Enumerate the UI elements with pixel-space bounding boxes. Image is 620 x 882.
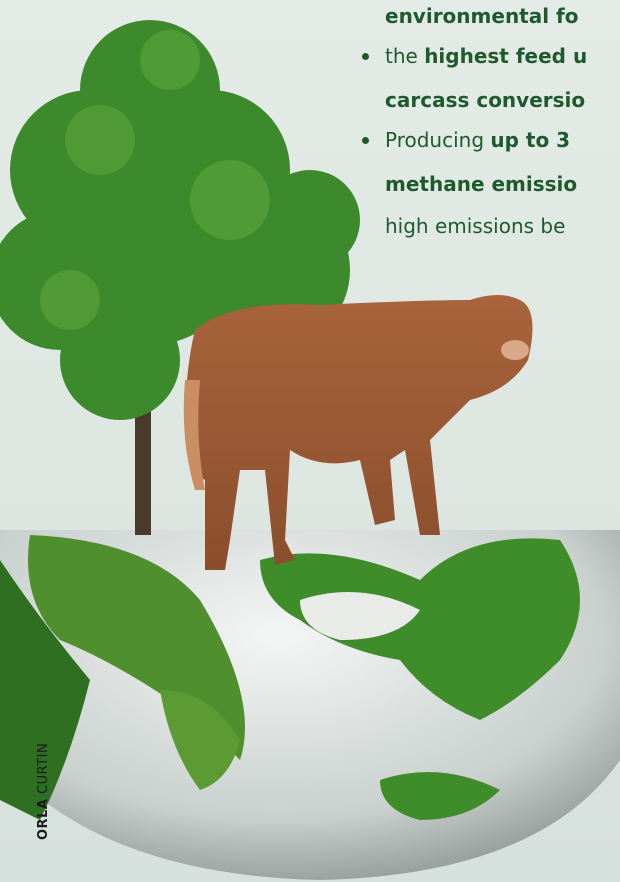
bullet xyxy=(362,53,369,60)
credit-segment: CURTIN xyxy=(36,743,51,799)
text-segment: environmental fo xyxy=(385,4,579,28)
text-segment: carcass conversio xyxy=(385,88,585,112)
text-segment: high emissions be xyxy=(385,214,565,238)
text-segment: highest feed u xyxy=(424,44,587,68)
text-line: environmental fo xyxy=(385,4,579,28)
text-line: high emissions be xyxy=(385,214,565,238)
text-line: Producing up to 3 xyxy=(385,128,570,152)
cow xyxy=(184,295,533,570)
text-line: the highest feed u xyxy=(385,44,587,68)
text-segment: Producing xyxy=(385,128,490,152)
photo-credit: ORLA CURTIN xyxy=(36,743,51,840)
text-segment: up to 3 xyxy=(490,128,570,152)
text-segment: the xyxy=(385,44,424,68)
text-segment: methane emissio xyxy=(385,172,577,196)
article-text: environmental fo the highest feed u carcas… xyxy=(0,0,620,300)
page: environmental fo the highest feed u carcas… xyxy=(0,0,620,882)
text-line: carcass conversio xyxy=(385,88,585,112)
credit-segment: ORLA xyxy=(36,799,51,840)
text-line: methane emissio xyxy=(385,172,577,196)
bullet xyxy=(362,137,369,144)
